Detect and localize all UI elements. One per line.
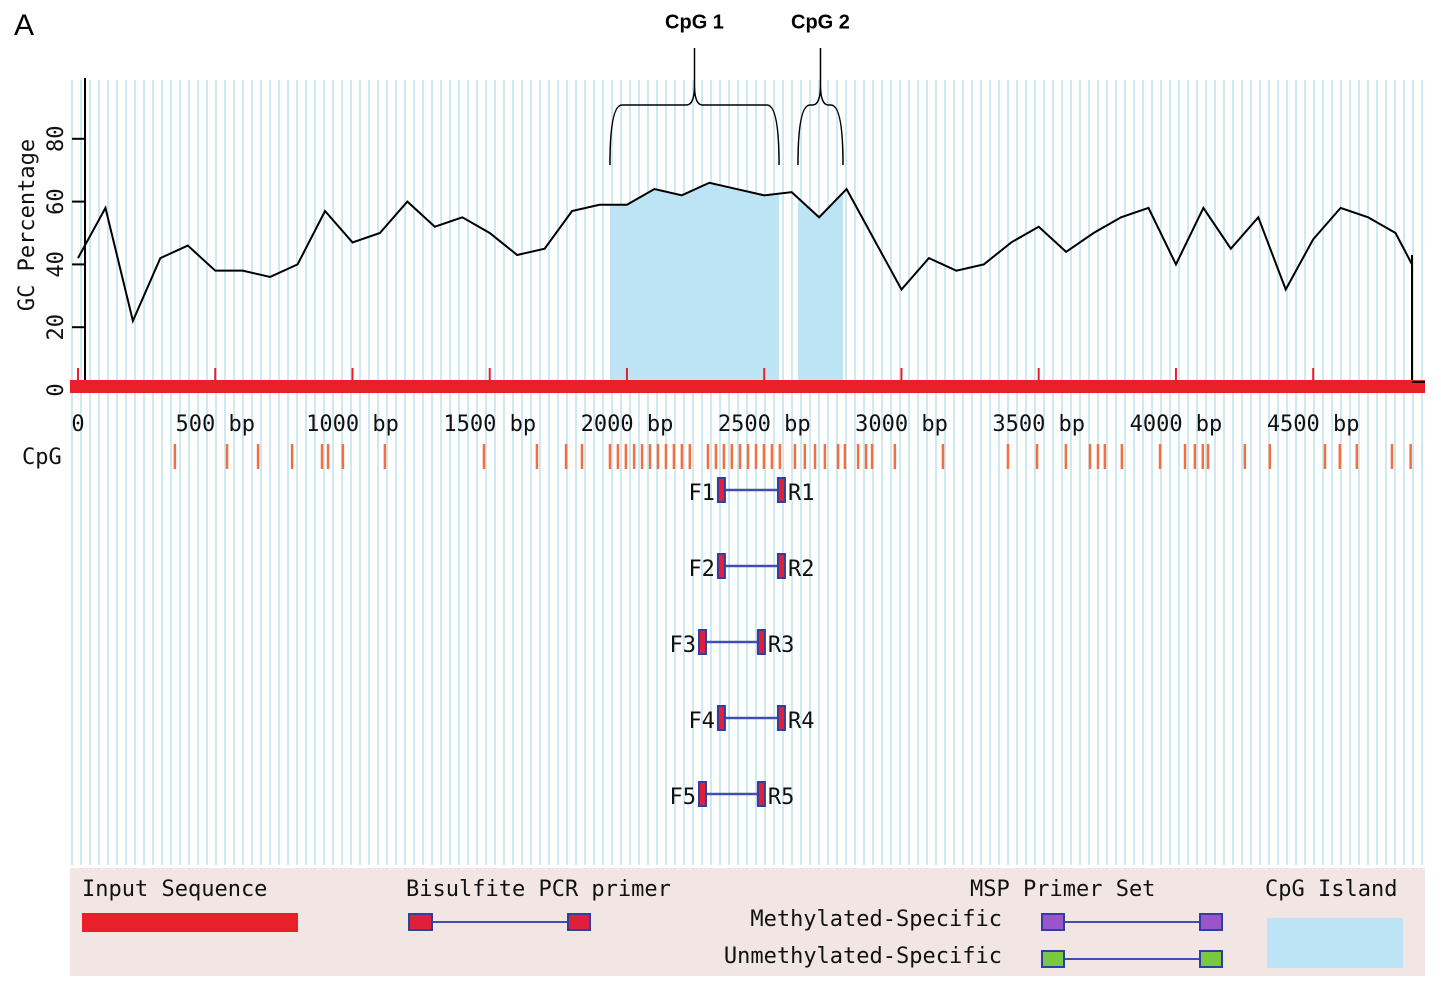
- legend-text: Unmethylated-Specific: [724, 944, 1002, 969]
- y-tick-label: 60: [44, 188, 69, 215]
- reverse-primer: [776, 553, 786, 579]
- primer-label: F5: [670, 785, 697, 810]
- legend-swatch: [408, 913, 433, 931]
- legend-text: CpG Island: [1265, 877, 1397, 902]
- legend-swatch: [1041, 950, 1065, 968]
- primer-label: F1: [688, 481, 715, 506]
- reverse-primer: [776, 705, 786, 731]
- x-tick-label: 2000 bp: [581, 412, 674, 437]
- island-label: CpG 2: [791, 11, 850, 33]
- y-tick-label: 0: [44, 383, 69, 396]
- legend-swatch: [1041, 913, 1065, 931]
- legend-swatch: [1199, 913, 1223, 931]
- x-tick-label: 4000 bp: [1130, 412, 1223, 437]
- y-tick-label: 80: [44, 126, 69, 153]
- x-tick-label: 1000 bp: [306, 412, 399, 437]
- cpg-row-label: CpG: [22, 445, 62, 470]
- cpg-island: [797, 192, 843, 390]
- y-axis-label: GC Percentage: [15, 139, 40, 311]
- legend-island-swatch: [1267, 918, 1403, 968]
- primer-label: R2: [788, 557, 815, 582]
- x-tick-label: 4500 bp: [1267, 412, 1360, 437]
- island-bracket: [797, 48, 844, 166]
- cpg-island: [609, 182, 780, 390]
- forward-primer: [698, 781, 708, 807]
- legend-input-swatch: [82, 913, 298, 932]
- forward-primer: [698, 629, 708, 655]
- reverse-primer: [756, 781, 766, 807]
- forward-primer: [716, 553, 726, 579]
- x-tick-label: 2500 bp: [718, 412, 811, 437]
- island-bracket: [609, 48, 780, 166]
- primer-label: F4: [688, 709, 715, 734]
- legend-text: Input Sequence: [82, 877, 267, 902]
- y-tick-label: 20: [44, 314, 69, 341]
- gc-line: [77, 181, 1413, 325]
- legend-text: Methylated-Specific: [750, 907, 1002, 932]
- legend-swatch: [567, 913, 591, 931]
- forward-primer: [716, 477, 726, 503]
- x-tick-label: 3000 bp: [855, 412, 948, 437]
- background: [71, 80, 1423, 865]
- island-label: CpG 1: [665, 11, 724, 33]
- y-tick-label: 40: [44, 251, 69, 278]
- forward-primer: [716, 705, 726, 731]
- panel-label: A: [14, 9, 34, 42]
- x-tick-label: 1500 bp: [443, 412, 536, 437]
- primer-label: R3: [768, 633, 795, 658]
- legend-text: Bisulfite PCR primer: [406, 877, 671, 902]
- x-tick-label: 3500 bp: [992, 412, 1085, 437]
- legend-swatch: [1199, 950, 1223, 968]
- reverse-primer: [776, 477, 786, 503]
- primer-label: R5: [768, 785, 795, 810]
- primer-label: F3: [670, 633, 697, 658]
- input-sequence: [70, 380, 1425, 393]
- primer-label: R1: [788, 481, 815, 506]
- x-tick-label: 500 bp: [176, 412, 255, 437]
- reverse-primer: [756, 629, 766, 655]
- primer-label: R4: [788, 709, 815, 734]
- legend-text: MSP Primer Set: [970, 877, 1155, 902]
- primer-label: F2: [688, 557, 715, 582]
- x-tick-label: 0: [71, 412, 84, 437]
